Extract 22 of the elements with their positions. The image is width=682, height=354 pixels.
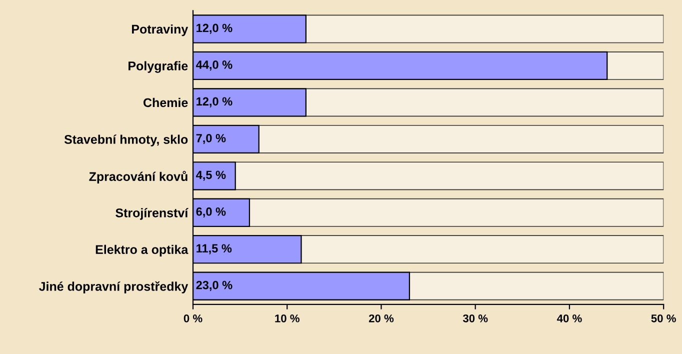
y-tick-label: Potraviny bbox=[132, 24, 188, 36]
y-tick-label: Elektro a optika bbox=[96, 244, 188, 256]
data-label: 11,5 % bbox=[196, 244, 232, 254]
y-tick-label: Chemie bbox=[144, 98, 188, 108]
data-label: 6,0 % bbox=[196, 207, 226, 218]
y-tick-label: Stavební hmoty, sklo bbox=[64, 134, 188, 146]
data-label: 12,0 % bbox=[196, 24, 232, 34]
data-label: 44,0 % bbox=[196, 60, 232, 71]
data-label: 23,0 % bbox=[196, 280, 232, 291]
x-tick-label: 50 % bbox=[651, 314, 676, 322]
y-tick-label: Polygrafie bbox=[128, 61, 188, 73]
x-tick-label: 40 % bbox=[556, 314, 582, 322]
data-label: 7,0 % bbox=[196, 134, 226, 144]
x-tick-label: 0 % bbox=[184, 314, 202, 322]
x-tick-label: 20 % bbox=[368, 314, 394, 322]
y-tick-label: Strojírenství bbox=[116, 208, 188, 220]
y-tick-label: Zpracování kovů bbox=[89, 170, 188, 184]
x-tick-label: 30 % bbox=[462, 314, 488, 322]
x-tick-label: 10 % bbox=[275, 314, 300, 322]
y-tick-label: Jiné dopravní prostředky bbox=[39, 281, 188, 294]
data-label: 4,5 % bbox=[196, 170, 226, 181]
data-label: 12,0 % bbox=[196, 97, 232, 108]
